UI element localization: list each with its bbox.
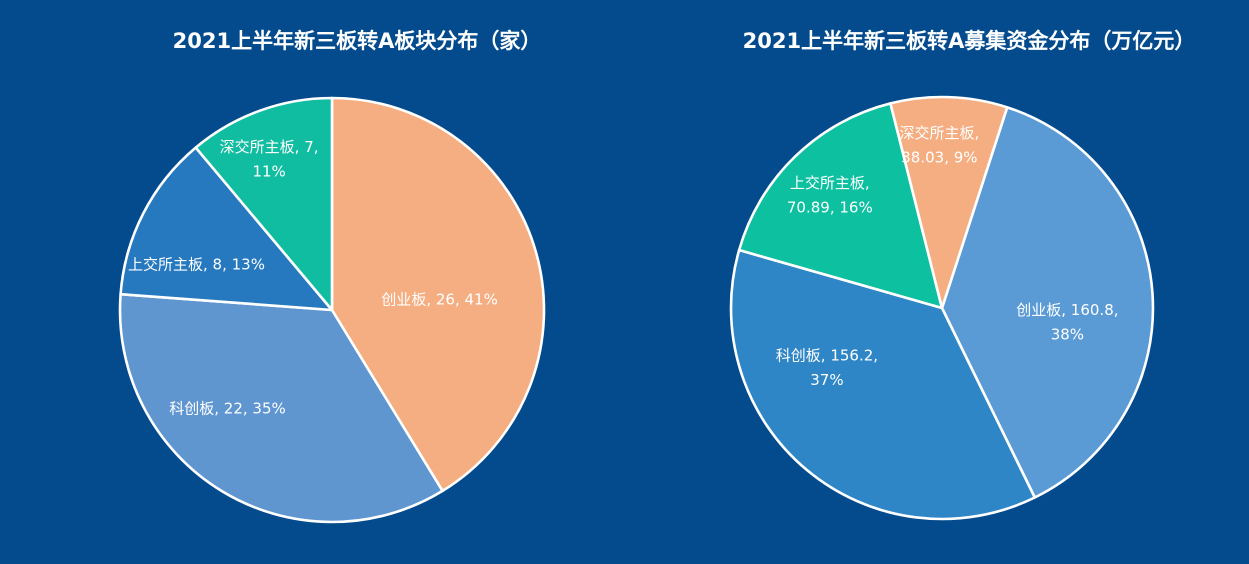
pie-slice-label: 上交所主板, 8, 13% bbox=[128, 256, 265, 274]
pie-slice bbox=[889, 95, 1009, 310]
pie-slice bbox=[330, 96, 546, 493]
pie-slice bbox=[737, 102, 944, 310]
left-pie-title: 2021上半年新三板转A板块分布（家） bbox=[172, 29, 542, 53]
left-pie-chart: 创业板, 26, 41% 科创板, 22, 35% 上交所主板, 8, 13% 深交所… bbox=[118, 96, 546, 524]
pie-slice bbox=[940, 106, 1155, 499]
right-pie-chart: 创业板, 160.8, 38% 科创板, 156.2, 37% 上交所主板, 70.89,… bbox=[729, 95, 1155, 521]
pie-slice bbox=[119, 146, 334, 312]
pie-slice-label: 创业板, 160.8, 38% bbox=[1016, 301, 1118, 344]
pie-slice-label: 深交所主板, 7, 11% bbox=[220, 138, 319, 181]
pie-slice bbox=[729, 248, 1037, 521]
pie-slice-label: 科创板, 156.2, 37% bbox=[776, 347, 878, 390]
pie-slice-label: 深交所主板, 38.03, 9% bbox=[900, 124, 980, 167]
pie-slice-label: 创业板, 26, 41% bbox=[381, 291, 498, 309]
right-pie-title: 2021上半年新三板转A募集资金分布（万亿元） bbox=[742, 29, 1196, 53]
pie-slice bbox=[194, 96, 334, 312]
pie-slice bbox=[118, 292, 444, 524]
pie-slice-label: 科创板, 22, 35% bbox=[169, 400, 286, 418]
pie-slice-label: 上交所主板, 70.89, 16% bbox=[787, 174, 873, 217]
